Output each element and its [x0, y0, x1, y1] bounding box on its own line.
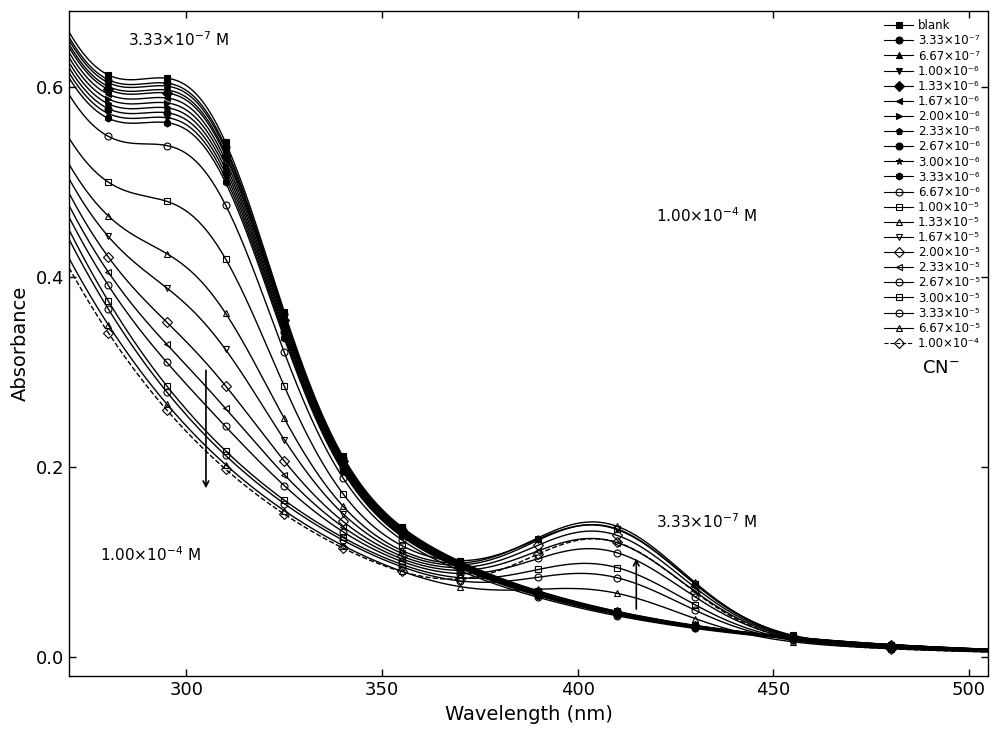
Text: 3.33$\times$10$^{-7}$ M: 3.33$\times$10$^{-7}$ M	[656, 512, 757, 531]
Text: 1.00$\times$10$^{-4}$ M: 1.00$\times$10$^{-4}$ M	[100, 545, 201, 564]
X-axis label: Wavelength (nm): Wavelength (nm)	[445, 705, 613, 724]
Y-axis label: Absorbance: Absorbance	[11, 286, 30, 401]
Legend: blank, 3.33×10⁻⁷, 6.67×10⁻⁷, 1.00×10⁻⁶, 1.33×10⁻⁶, 1.67×10⁻⁶, 2.00×10⁻⁶, 2.33×10: blank, 3.33×10⁻⁷, 6.67×10⁻⁷, 1.00×10⁻⁶, …	[882, 17, 982, 352]
Text: 3.33$\times$10$^{-7}$ M: 3.33$\times$10$^{-7}$ M	[128, 30, 229, 49]
Text: CN$^{-}$: CN$^{-}$	[922, 359, 959, 376]
Text: 1.00$\times$10$^{-4}$ M: 1.00$\times$10$^{-4}$ M	[656, 207, 757, 225]
